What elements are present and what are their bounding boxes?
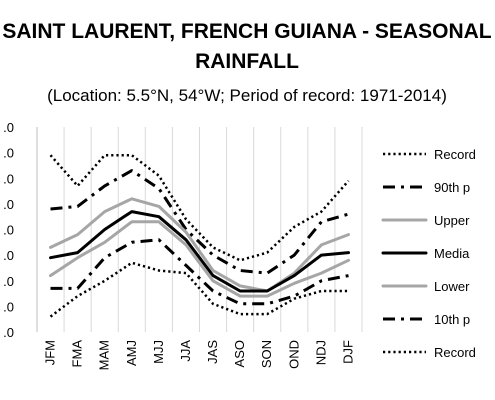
x-axis-tick-labels: JFM FMA MAM AMJ MJJ JJA JAS ASO SON OND NDJ DJF	[43, 340, 356, 371]
legend-label: Record	[434, 345, 476, 360]
y-tick-label: .0	[3, 223, 14, 238]
x-tick-label: MAM	[97, 340, 112, 370]
series-lines	[49, 153, 350, 318]
y-tick-label: .0	[3, 325, 14, 340]
y-tick-label: .0	[3, 274, 14, 289]
y-tick-label: .0	[3, 171, 14, 186]
x-tick-label: FMA	[70, 340, 85, 368]
series-line-3	[49, 210, 350, 293]
y-tick-label: .0	[3, 146, 14, 161]
x-tick-label: JFM	[43, 340, 58, 365]
series-line-6	[49, 261, 349, 318]
chart-title-line-1: SAINT LAURENT, FRENCH GUIANA - SEASONAL	[2, 20, 491, 43]
x-tick-label: DJF	[340, 340, 355, 364]
legend-label: Media	[434, 246, 470, 261]
legend-label: Record	[434, 147, 476, 162]
legend-label: 10th p	[434, 312, 470, 327]
legend-label: 90th p	[434, 180, 470, 195]
y-tick-label: .0	[3, 120, 14, 135]
series-line-5	[50, 238, 349, 306]
x-tick-label: ASO	[232, 340, 247, 367]
x-tick-label: JJA	[178, 340, 193, 362]
chart-subtitle: (Location: 5.5°N, 54°W; Period of record…	[47, 86, 447, 105]
y-tick-label: .0	[3, 197, 14, 212]
x-tick-label: JAS	[205, 340, 220, 364]
series-line-2	[49, 197, 350, 293]
y-axis-tick-labels: .0 .0 .0 .0 .0 .0 .0 .0 .0	[3, 120, 14, 340]
y-tick-label: .0	[3, 248, 14, 263]
series-line-0	[49, 153, 350, 262]
series-line-1	[50, 169, 349, 275]
x-tick-label: AMJ	[124, 340, 139, 366]
legend: Record 90th p Upper Media Lower 10th p Record	[381, 147, 476, 360]
x-tick-label: SON	[259, 340, 274, 368]
series-line-4	[49, 220, 350, 298]
legend-label: Lower	[434, 279, 470, 294]
x-tick-label: OND	[286, 340, 301, 369]
x-tick-label: NDJ	[313, 340, 328, 365]
chart-title-line-2: RAINFALL	[195, 50, 299, 73]
x-tick-label: MJJ	[151, 340, 166, 364]
y-tick-label: .0	[3, 299, 14, 314]
legend-label: Upper	[434, 213, 470, 228]
